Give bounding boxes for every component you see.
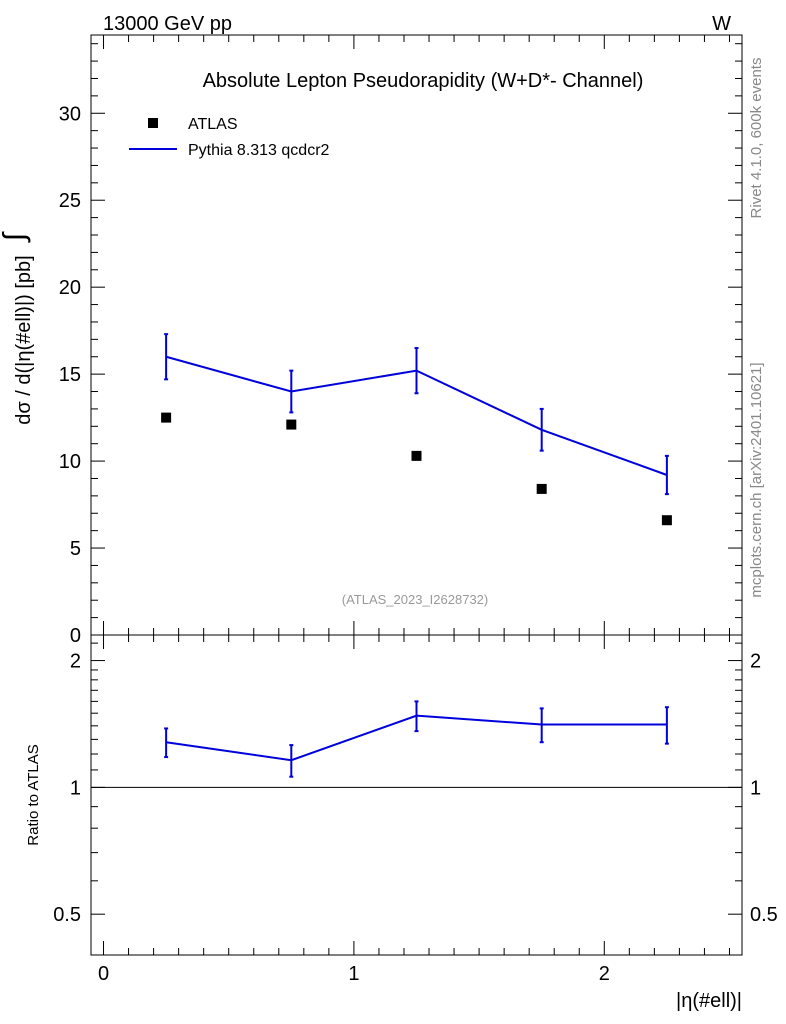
main-y-tick-labels: 0 5 10 15 20 25 30 [59,103,81,647]
ratio-mc-series [164,700,669,778]
main-y-axis-label: dσ / d(|η(#ell)|) [pb] [13,255,35,424]
ratio-y-tick-label-right: 0.5 [750,904,778,926]
y-tick-label: 20 [59,277,81,299]
main-y-axis-label-text: dσ / d(|η(#ell)|) [pb] [13,255,35,424]
main-mc-series [164,333,669,496]
chart-title: Absolute Lepton Pseudorapidity (W+D*- Ch… [203,70,644,92]
ratio-y-tick-labels: 0.5 0.5 1 1 2 2 [53,651,778,927]
legend-mc-label: Pythia 8.313 qcdcr2 [188,142,330,159]
main-axis-ticks [91,35,742,636]
main-y-axis-integral-sign: ∫ [0,231,31,243]
legend-atlas-marker [148,118,158,128]
ratio-y-tick-label-right: 1 [750,777,761,799]
rivet-side-label: Rivet 4.1.0, 600k events [748,58,765,219]
x-tick-label: 0 [98,963,109,985]
analysis-watermark: (ATLAS_2023_I2628732) [342,592,488,607]
y-tick-label: 30 [59,103,81,125]
ratio-axis-ticks [91,635,742,956]
x-tick-label: 2 [599,963,610,985]
ratio-plot-frame [90,634,743,956]
ratio-y-tick-label-left: 0.5 [53,904,81,926]
ratio-y-axis-label: Ratio to ATLAS [25,744,42,845]
ratio-y-tick-label-left: 1 [70,777,81,799]
atlas-data-point [661,515,672,526]
y-tick-label: 5 [70,538,81,560]
mcplots-side-label-text: mcplots.cern.ch [arXiv:2401.10621] [748,362,765,597]
mcplots-side-label: mcplots.cern.ch [arXiv:2401.10621] [748,362,765,597]
y-tick-label: 15 [59,364,81,386]
header-right: W [712,13,731,35]
x-tick-label: 1 [348,963,359,985]
header-left: 13000 GeV pp [103,13,232,35]
atlas-data-point [411,450,422,461]
y-tick-label: 25 [59,190,81,212]
ratio-y-tick-label-right: 2 [750,651,761,673]
atlas-data-point [536,483,547,494]
atlas-data-point [161,412,172,423]
x-tick-labels: 0 1 2 [98,963,610,985]
y-tick-label: 10 [59,451,81,473]
atlas-data-point [286,419,297,430]
ratio-y-tick-label-left: 2 [70,651,81,673]
main-atlas-series [161,412,672,526]
ratio-y-axis-label-text: Ratio to ATLAS [25,744,42,845]
y-tick-label: 0 [70,625,81,647]
main-y-axis-integral: ∫ [0,231,31,243]
x-axis-label: |η(#ell)| [676,990,742,1012]
rivet-side-label-text: Rivet 4.1.0, 600k events [748,58,765,219]
legend-atlas-label: ATLAS [188,116,238,133]
